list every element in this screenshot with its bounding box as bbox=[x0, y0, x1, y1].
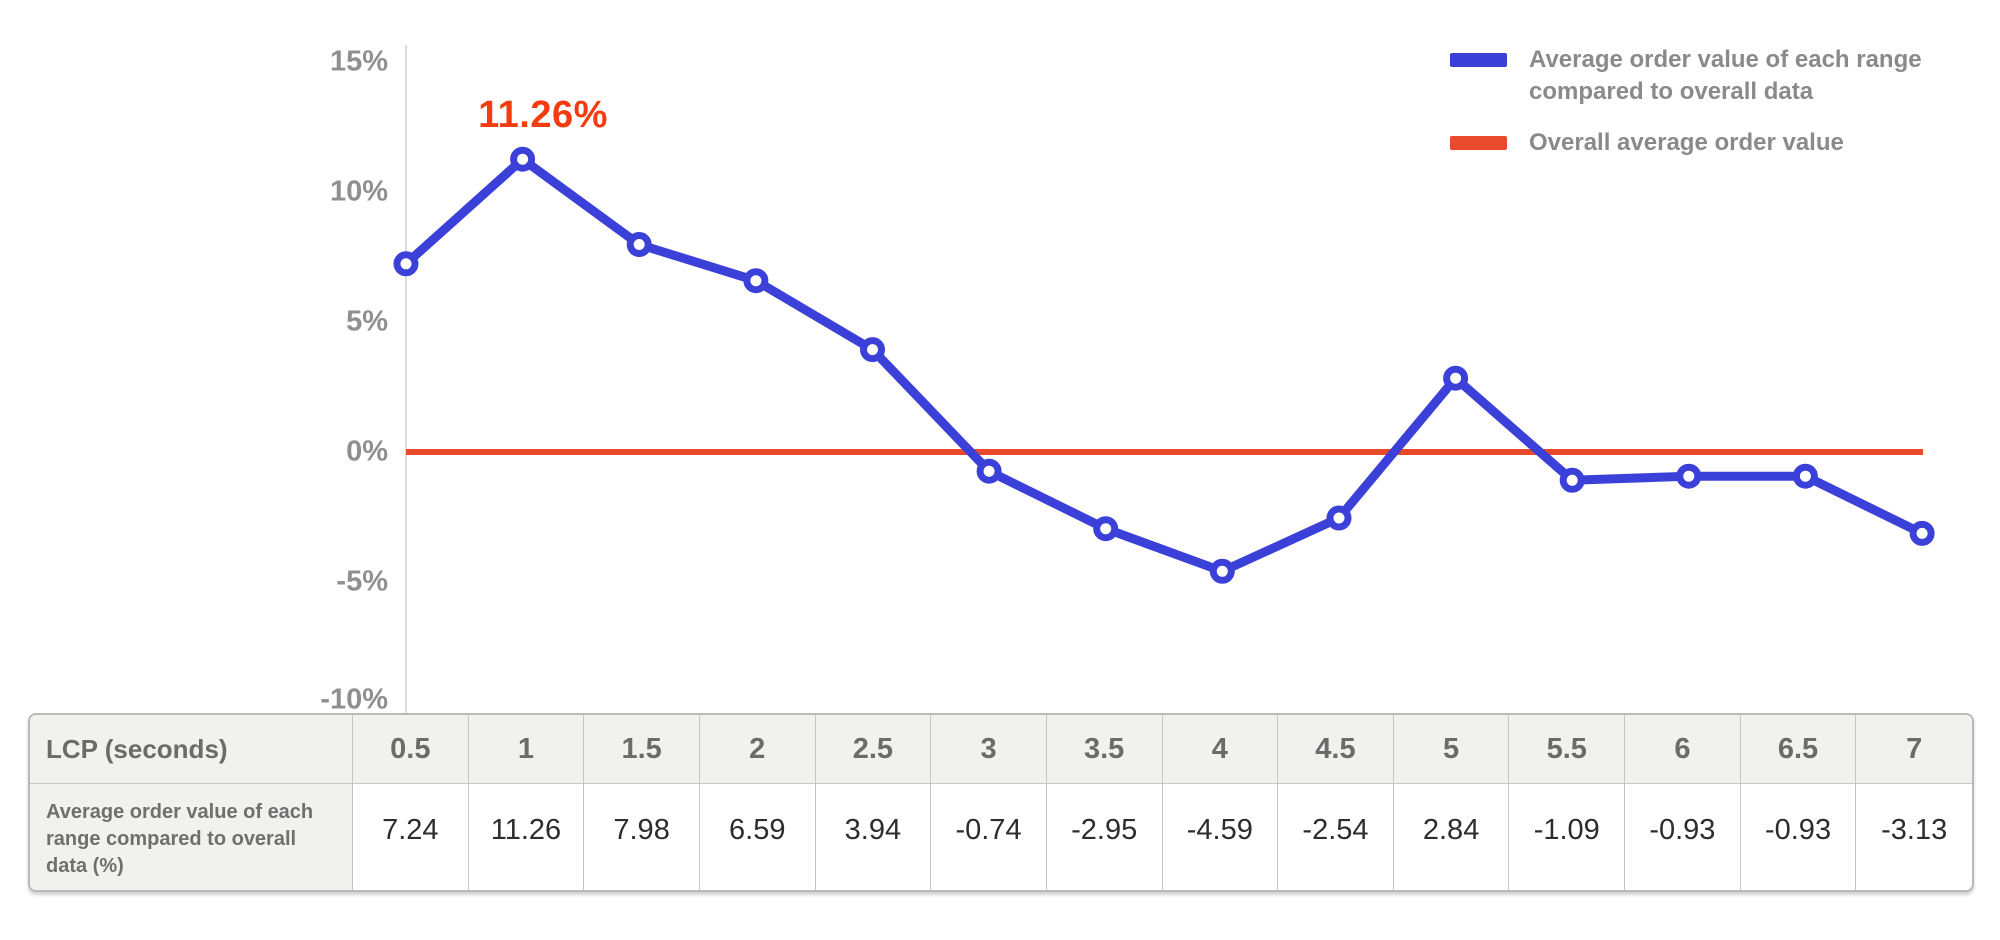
table-value-cell: 2.84 bbox=[1394, 784, 1510, 890]
data-point-marker bbox=[1676, 463, 1702, 489]
table-col-header: 3.5 bbox=[1046, 715, 1163, 784]
table-col-header: 3 bbox=[931, 715, 1047, 784]
series-line-swatch-icon bbox=[1450, 53, 1507, 67]
table-value-cell: 11.26 bbox=[469, 784, 585, 890]
table-value-cell: 3.94 bbox=[816, 784, 932, 890]
data-table: LCP (seconds) 0.5 1 1.5 2 2.5 3 3.5 4 4.5 5 5.5 6 6.… bbox=[28, 713, 1974, 892]
table-col-header: 6.5 bbox=[1740, 715, 1857, 784]
baseline-line-swatch-icon bbox=[1450, 135, 1507, 150]
data-point-marker bbox=[1326, 505, 1352, 531]
table-value-cell: -0.74 bbox=[931, 784, 1047, 890]
table-col-header: 6 bbox=[1625, 715, 1741, 784]
table-col-header: 2 bbox=[699, 715, 816, 784]
data-point-marker bbox=[510, 146, 536, 172]
legend-baseline-label: Overall average order value bbox=[1529, 128, 1844, 156]
data-point-marker bbox=[976, 458, 1002, 484]
table-value-cell: 6.59 bbox=[700, 784, 816, 890]
table-col-header: 0.5 bbox=[353, 715, 469, 784]
table-col-header: 4.5 bbox=[1278, 715, 1394, 784]
data-point-marker bbox=[1209, 558, 1235, 584]
data-point-marker bbox=[393, 251, 419, 277]
table-value-cell: -0.93 bbox=[1625, 784, 1741, 890]
data-point-marker bbox=[1559, 467, 1585, 493]
line-chart bbox=[393, 45, 1935, 713]
data-point-marker bbox=[1792, 463, 1818, 489]
series-line bbox=[401, 154, 1927, 576]
table-value-cell: 7.98 bbox=[584, 784, 700, 890]
peak-annotation: 11.26% bbox=[478, 94, 608, 136]
table-col-header: 1 bbox=[468, 715, 585, 784]
data-point-marker bbox=[1443, 365, 1469, 391]
legend-item-series: Average order value of each range compar… bbox=[1450, 44, 1974, 109]
table-value-cell: -0.93 bbox=[1741, 784, 1857, 890]
table-row-header-aov: Average order value of each range compar… bbox=[30, 784, 353, 890]
legend-item-baseline: Overall average order value bbox=[1450, 127, 1974, 159]
table-value-cell: 7.24 bbox=[353, 784, 469, 890]
table-col-header: 7 bbox=[1856, 715, 1972, 784]
data-point-marker bbox=[743, 268, 769, 294]
table-col-header: 4 bbox=[1162, 715, 1279, 784]
legend-series-label: Average order value of each range compar… bbox=[1529, 46, 1922, 106]
legend: Average order value of each range compar… bbox=[1450, 44, 1974, 159]
table-row-header-lcp: LCP (seconds) bbox=[30, 715, 353, 784]
table-value-cell: -4.59 bbox=[1163, 784, 1279, 890]
table-value-cell: -2.54 bbox=[1278, 784, 1394, 890]
table-col-header: 2.5 bbox=[815, 715, 932, 784]
table-col-header: 1.5 bbox=[584, 715, 700, 784]
table-col-header: 5.5 bbox=[1509, 715, 1626, 784]
table-value-cell: -1.09 bbox=[1509, 784, 1626, 890]
table-col-header: 5 bbox=[1393, 715, 1510, 784]
table-value-cell: -3.13 bbox=[1881, 814, 1948, 846]
data-point-marker bbox=[626, 232, 652, 257]
data-point-marker bbox=[1093, 516, 1119, 542]
data-point-marker bbox=[860, 337, 885, 363]
data-point-marker bbox=[1909, 520, 1935, 546]
table-value-cell: -2.95 bbox=[1047, 784, 1163, 890]
